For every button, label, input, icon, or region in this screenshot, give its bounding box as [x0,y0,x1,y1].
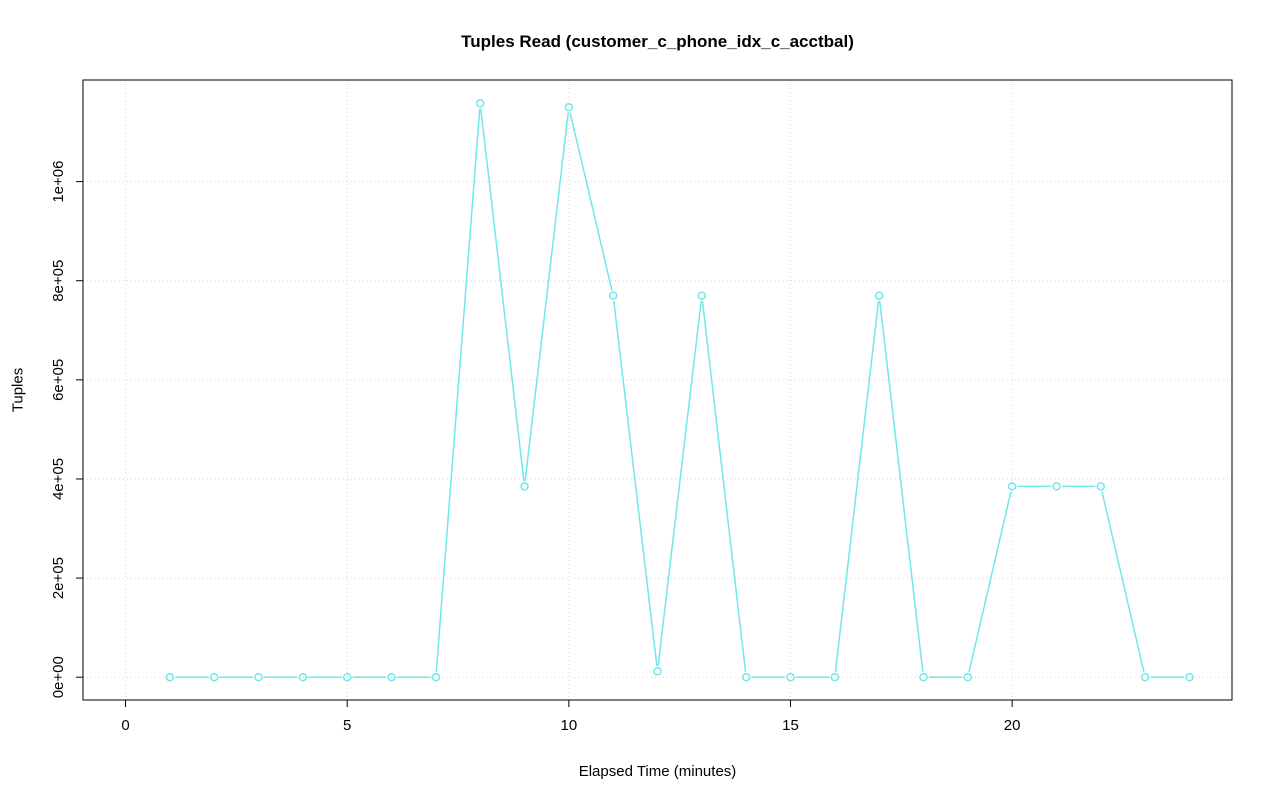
y-tick-label: 8e+05 [50,260,67,302]
data-point-marker [1185,672,1194,682]
x-axis-title: Elapsed Time (minutes) [578,763,737,780]
data-point-marker [254,672,263,682]
data-point-marker [387,672,396,682]
data-point-marker [342,672,352,682]
y-tick-label: 4e+05 [50,458,67,500]
data-point-marker [608,291,618,300]
data-point-marker [919,672,928,682]
data-point-marker [431,672,441,682]
x-tick-label: 15 [782,717,799,734]
data-point-marker [697,291,707,300]
plot-box [82,79,1233,701]
x-tick-label: 0 [121,717,129,734]
data-point-marker [165,672,175,682]
y-tick-label: 2e+05 [50,557,67,599]
data-point-marker [1096,482,1106,491]
data-point-marker [963,672,973,682]
grid-lines [83,80,1232,700]
data-point-marker [209,672,219,682]
x-axis-ticks: 0 5 10 15 20 [121,700,1020,734]
x-tick-label: 10 [560,717,577,734]
data-point-marker [830,672,840,682]
data-point-marker [653,667,662,676]
data-point-marker [1140,672,1150,682]
data-point-marker [1052,482,1061,491]
y-axis-ticks: 0e+00 2e+05 4e+05 6e+05 8e+05 1e+06 [50,161,83,698]
y-tick-label: 1e+06 [50,161,67,203]
data-point-marker [564,103,574,112]
chart-title: Tuples Read (customer_c_phone_idx_c_acct… [461,32,854,51]
x-tick-label: 20 [1004,717,1021,734]
x-tick-label: 5 [343,717,351,734]
y-tick-label: 0e+00 [50,656,67,698]
data-point-marker [786,672,795,682]
data-point-marker [520,482,529,491]
data-point-marker [741,672,751,682]
data-point-marker [475,99,485,108]
data-point-marker [874,291,884,300]
data-point-marker [1007,482,1017,491]
y-tick-label: 6e+05 [50,359,67,401]
series-line [175,108,1185,678]
series-markers [165,99,1194,682]
data-point-marker [298,672,308,682]
